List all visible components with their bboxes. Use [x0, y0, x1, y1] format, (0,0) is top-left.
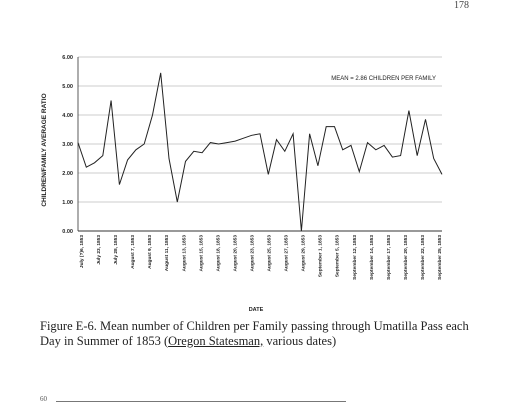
y-tick-label: 6.00: [62, 55, 73, 61]
x-tick-label: September 20, 1853: [403, 235, 409, 280]
x-tick-label: September 12, 1853: [352, 235, 358, 280]
x-tick-label: September 22, 1853: [420, 235, 426, 280]
x-tick-label: August 15, 1853: [198, 235, 204, 272]
x-tick-label: August 23, 1853: [249, 235, 255, 272]
mean-annotation: MEAN = 2.86 CHILDREN PER FAMILY: [331, 76, 436, 82]
x-tick-label: September 14, 1853: [369, 235, 375, 280]
x-tick-label: August 20, 1853: [232, 235, 238, 272]
x-tick-label: August 9, 1853: [147, 235, 153, 269]
caption-text: Figure E-6. Mean number of Children per …: [40, 319, 469, 348]
x-tick-label: August 13, 1853: [181, 235, 187, 272]
x-tick-label: July 28, 1853: [113, 235, 119, 265]
page-number: 178: [454, 0, 469, 11]
y-tick-label: 3.00: [62, 142, 73, 148]
x-axis-ticks: July (?)6, 1853 July 23, 1853 July 28, 185…: [79, 235, 443, 280]
x-tick-label: September 17, 1853: [386, 235, 392, 280]
y-tick-label: 2.00: [62, 171, 73, 177]
line-chart: 0.00 1.00 2.00 3.00 4.00 5.00 6.00 July (?)6, …: [41, 55, 443, 313]
x-tick-label: September 5, 1853: [335, 235, 341, 277]
x-tick-label: July (?)6, 1853: [79, 235, 85, 268]
y-tick-label: 0.00: [62, 229, 73, 235]
x-tick-label: August 29, 1853: [301, 235, 307, 272]
y-tick-label: 4.00: [62, 113, 73, 119]
y-axis-ticks: 0.00 1.00 2.00 3.00 4.00 5.00 6.00: [62, 55, 73, 235]
x-tick-label: August 11, 1853: [164, 235, 170, 272]
x-axis-label: DATE: [249, 307, 264, 313]
x-tick-label: August 18, 1853: [215, 235, 221, 272]
x-tick-label: July 23, 1853: [96, 235, 102, 265]
footer-rule: [56, 401, 346, 402]
caption-tail: various dates): [263, 334, 337, 348]
footer-number: 60: [40, 395, 47, 403]
figure-caption: Figure E-6. Mean number of Children per …: [40, 319, 480, 349]
series-line: [77, 72, 443, 232]
x-tick-label: August 7, 1853: [130, 235, 136, 269]
x-tick-label: September 1, 1853: [318, 235, 324, 277]
y-axis-label: CHILDREN/FAMILY AVERAGE RATIO: [41, 93, 48, 206]
x-tick-label: August 25, 1853: [267, 235, 273, 272]
y-tick-label: 5.00: [62, 84, 73, 90]
y-tick-label: 1.00: [62, 200, 73, 206]
caption-source: Oregon Statesman,: [168, 334, 264, 348]
grid-lines: [77, 56, 442, 232]
x-tick-label: September 25, 1853: [437, 235, 443, 280]
x-tick-label: August 27, 1853: [284, 235, 290, 272]
